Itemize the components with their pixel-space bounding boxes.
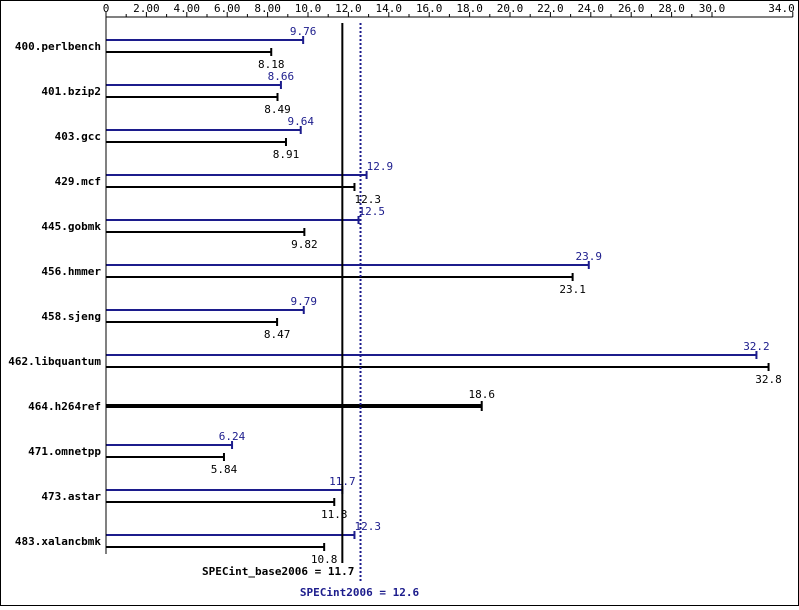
base-value-label: 10.8 bbox=[311, 553, 338, 566]
peak-value-label: 12.9 bbox=[367, 160, 394, 173]
x-tick-label: 18.0 bbox=[456, 2, 483, 15]
peak-value-label: 12.5 bbox=[359, 205, 386, 218]
benchmark-label: 400.perlbench bbox=[15, 40, 101, 53]
base-value-label: 8.49 bbox=[264, 103, 291, 116]
benchmark-label: 471.omnetpp bbox=[28, 445, 101, 458]
base-value-label: 8.47 bbox=[264, 328, 291, 341]
base-summary-label: SPECint_base2006 = 11.7 bbox=[202, 565, 354, 578]
x-tick-label: 14.0 bbox=[376, 2, 403, 15]
base-value-label: 18.6 bbox=[468, 388, 495, 401]
x-tick-label: 2.00 bbox=[133, 2, 160, 15]
peak-value-label: 12.3 bbox=[354, 520, 381, 533]
x-tick-label: 22.0 bbox=[537, 2, 564, 15]
x-tick-label: 12.0 bbox=[335, 2, 362, 15]
benchmark-label: 473.astar bbox=[41, 490, 101, 503]
x-tick-label: 0 bbox=[103, 2, 110, 15]
x-tick-label: 28.0 bbox=[658, 2, 685, 15]
base-value-label: 32.8 bbox=[755, 373, 782, 386]
peak-value-label: 9.76 bbox=[290, 25, 317, 38]
x-tick-label: 4.00 bbox=[174, 2, 201, 15]
x-tick-label: 16.0 bbox=[416, 2, 443, 15]
base-value-label: 8.18 bbox=[258, 58, 285, 71]
peak-value-label: 9.64 bbox=[287, 115, 314, 128]
benchmark-label: 483.xalancbmk bbox=[15, 535, 101, 548]
peak-value-label: 6.24 bbox=[219, 430, 246, 443]
peak-value-label: 32.2 bbox=[743, 340, 770, 353]
x-tick-label: 6.00 bbox=[214, 2, 241, 15]
peak-summary-label: SPECint2006 = 12.6 bbox=[300, 586, 420, 599]
base-value-label: 8.91 bbox=[273, 148, 300, 161]
benchmark-label: 464.h264ref bbox=[28, 400, 101, 413]
benchmark-label: 456.hmmer bbox=[41, 265, 101, 278]
benchmark-label: 429.mcf bbox=[55, 175, 101, 188]
benchmark-label: 403.gcc bbox=[55, 130, 101, 143]
benchmark-label: 458.sjeng bbox=[41, 310, 101, 323]
base-value-label: 9.82 bbox=[291, 238, 318, 251]
benchmark-label: 445.gobmk bbox=[41, 220, 101, 233]
x-tick-label: 24.0 bbox=[578, 2, 605, 15]
x-tick-label: 30.0 bbox=[699, 2, 726, 15]
x-tick-label: 10.0 bbox=[295, 2, 322, 15]
x-tick-label: 26.0 bbox=[618, 2, 645, 15]
x-tick-label: 20.0 bbox=[497, 2, 524, 15]
base-value-label: 5.84 bbox=[211, 463, 238, 476]
x-tick-label: 34.0 bbox=[768, 2, 795, 15]
base-value-label: 11.3 bbox=[321, 508, 348, 521]
x-tick-label: 8.00 bbox=[254, 2, 281, 15]
benchmark-label: 401.bzip2 bbox=[41, 85, 101, 98]
benchmark-label: 462.libquantum bbox=[8, 355, 101, 368]
peak-value-label: 8.66 bbox=[268, 70, 295, 83]
base-value-label: 23.1 bbox=[559, 283, 586, 296]
peak-value-label: 23.9 bbox=[576, 250, 603, 263]
peak-value-label: 9.79 bbox=[291, 295, 318, 308]
